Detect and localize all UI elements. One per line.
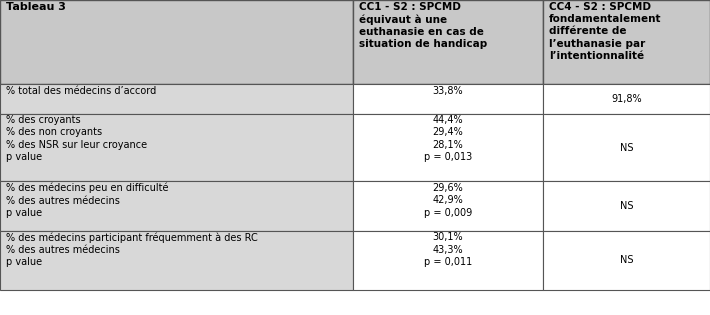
Text: % total des médecins d’accord: % total des médecins d’accord [6, 86, 156, 96]
Text: % des médecins participant fréquemment à des RC
% des autres médecins
p value: % des médecins participant fréquemment à… [6, 232, 258, 267]
Text: Tableau 3: Tableau 3 [6, 2, 65, 12]
Text: NS: NS [620, 255, 633, 265]
Text: 91,8%: 91,8% [611, 94, 642, 104]
Bar [543, 0, 710, 84]
Bar [543, 84, 710, 114]
Text: 33,8%: 33,8% [432, 86, 464, 96]
Text: NS: NS [620, 143, 633, 152]
Bar [0, 0, 353, 84]
Text: % des croyants
% des non croyants
% des NSR sur leur croyance
p value: % des croyants % des non croyants % des … [6, 115, 147, 162]
Bar [543, 114, 710, 181]
Bar [353, 181, 543, 231]
Text: % des médecins peu en difficulté
% des autres médecins
p value: % des médecins peu en difficulté % des a… [6, 183, 168, 218]
Bar [0, 114, 353, 181]
Text: 30,1%
43,3%
p = 0,011: 30,1% 43,3% p = 0,011 [424, 232, 472, 267]
Bar [353, 84, 543, 114]
Bar [543, 231, 710, 290]
Text: NS: NS [620, 201, 633, 211]
Bar [353, 0, 543, 84]
Bar [543, 181, 710, 231]
Bar [0, 231, 353, 290]
Text: CC1 - S2 : SPCMD
équivaut à une
euthanasie en cas de
situation de handicap: CC1 - S2 : SPCMD équivaut à une euthanas… [359, 2, 487, 49]
Bar [353, 114, 543, 181]
Bar [353, 231, 543, 290]
Text: 29,6%
42,9%
p = 0,009: 29,6% 42,9% p = 0,009 [424, 183, 472, 217]
Text: CC4 - S2 : SPCMD
fondamentalement
différente de
l’euthanasie par
l’intentionnali: CC4 - S2 : SPCMD fondamentalement différ… [549, 2, 661, 61]
Bar [0, 84, 353, 114]
Text: 44,4%
29,4%
28,1%
p = 0,013: 44,4% 29,4% 28,1% p = 0,013 [424, 115, 472, 162]
Bar [0, 181, 353, 231]
